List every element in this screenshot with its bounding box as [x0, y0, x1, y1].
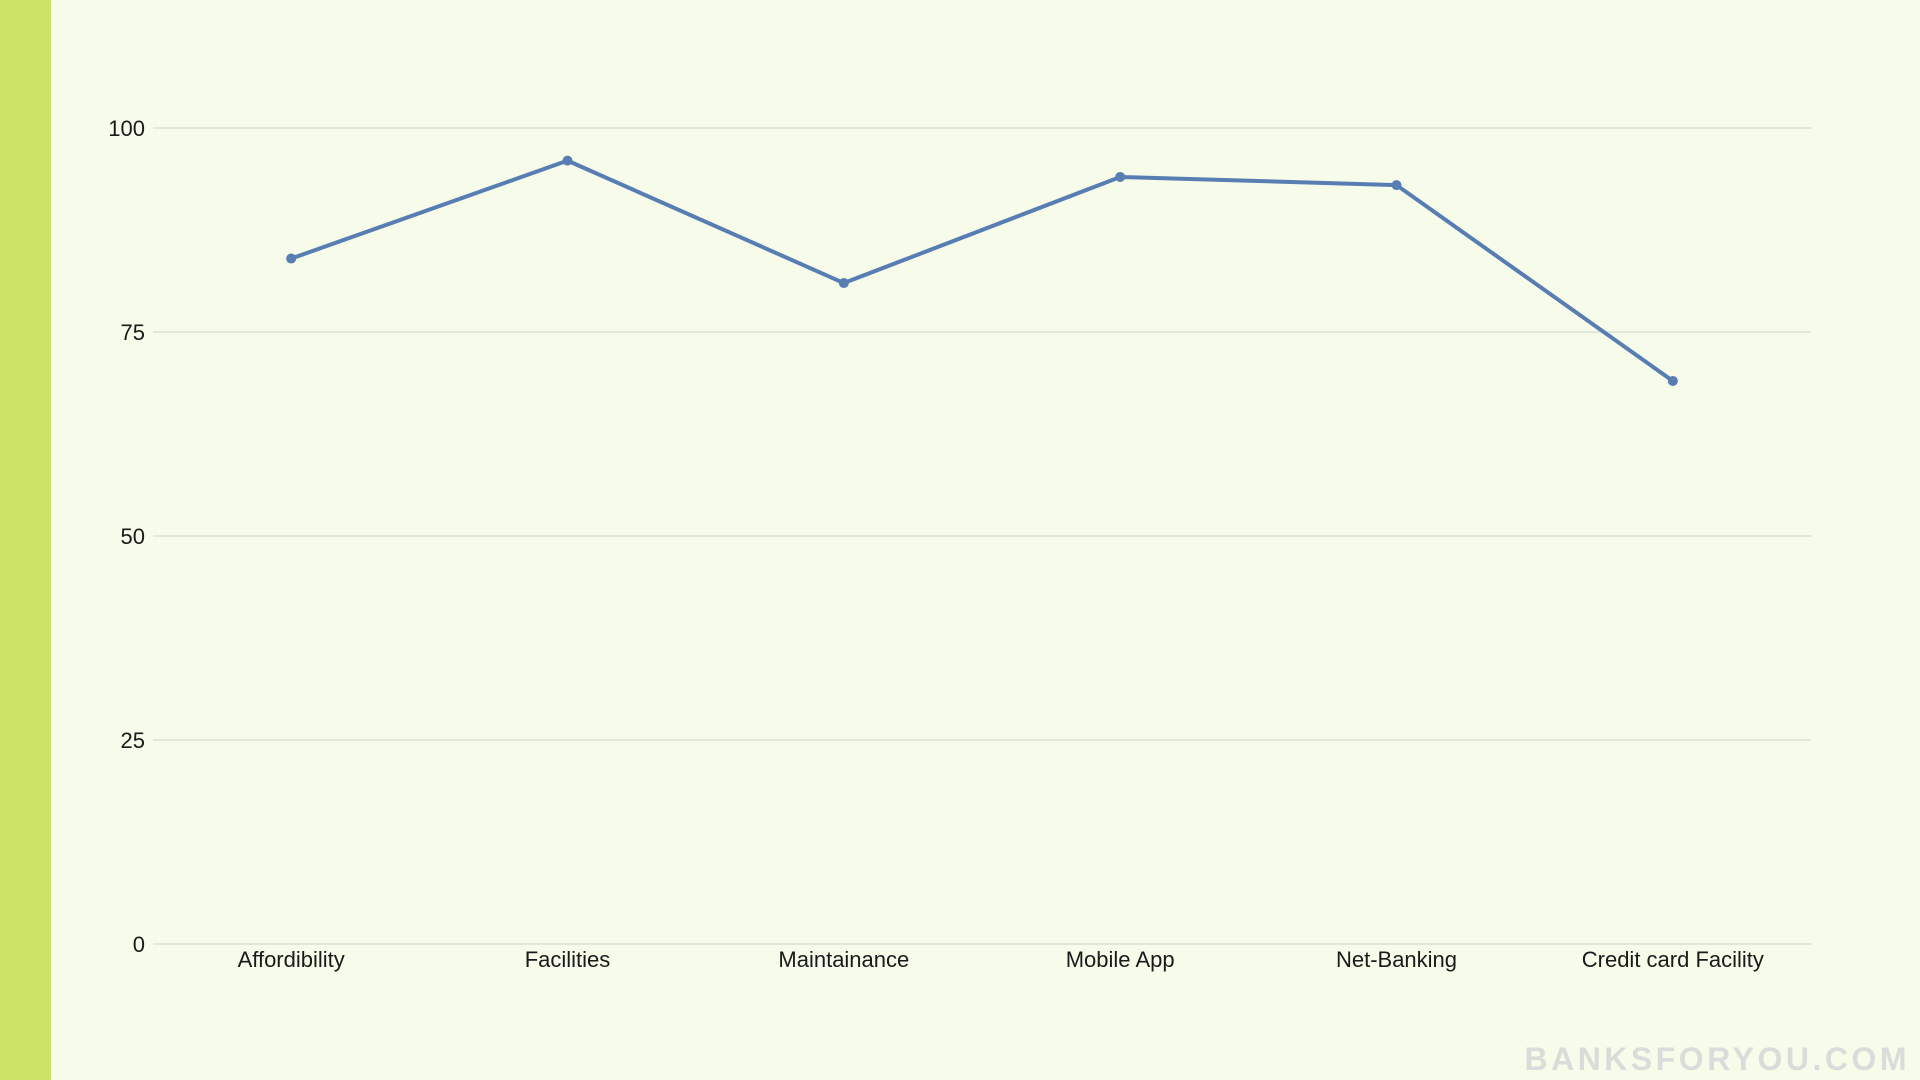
x-tick-label: Mobile App: [1066, 947, 1175, 972]
data-point: [838, 278, 849, 289]
y-tick-label: 75: [121, 320, 145, 345]
series-layer: [286, 155, 1678, 386]
x-tick-label: Facilities: [525, 947, 611, 972]
data-point: [1115, 171, 1126, 182]
x-tick-label: Affordibility: [238, 947, 345, 972]
series-line: [289, 158, 1675, 383]
gridlines: [153, 127, 1811, 945]
y-tick-label: 50: [121, 524, 145, 549]
y-tick-label: 0: [133, 932, 145, 957]
watermark: BANKSFORYOU.COM: [1524, 1041, 1910, 1077]
x-tick-label: Credit card Facility: [1582, 947, 1764, 972]
data-point: [286, 253, 297, 264]
data-point: [1667, 375, 1678, 386]
y-tick-label: 25: [121, 728, 145, 753]
x-axis-ticks: Affordibility Facilities Maintainance Mobil…: [238, 947, 1764, 972]
left-accent-strip: [0, 0, 51, 1080]
x-tick-label: Net-Banking: [1336, 947, 1457, 972]
y-tick-label: 100: [108, 116, 145, 141]
data-point: [562, 155, 573, 166]
data-point: [1391, 180, 1402, 191]
y-axis-ticks: 0 25 50 75 100: [108, 116, 145, 957]
x-tick-label: Maintainance: [778, 947, 909, 972]
